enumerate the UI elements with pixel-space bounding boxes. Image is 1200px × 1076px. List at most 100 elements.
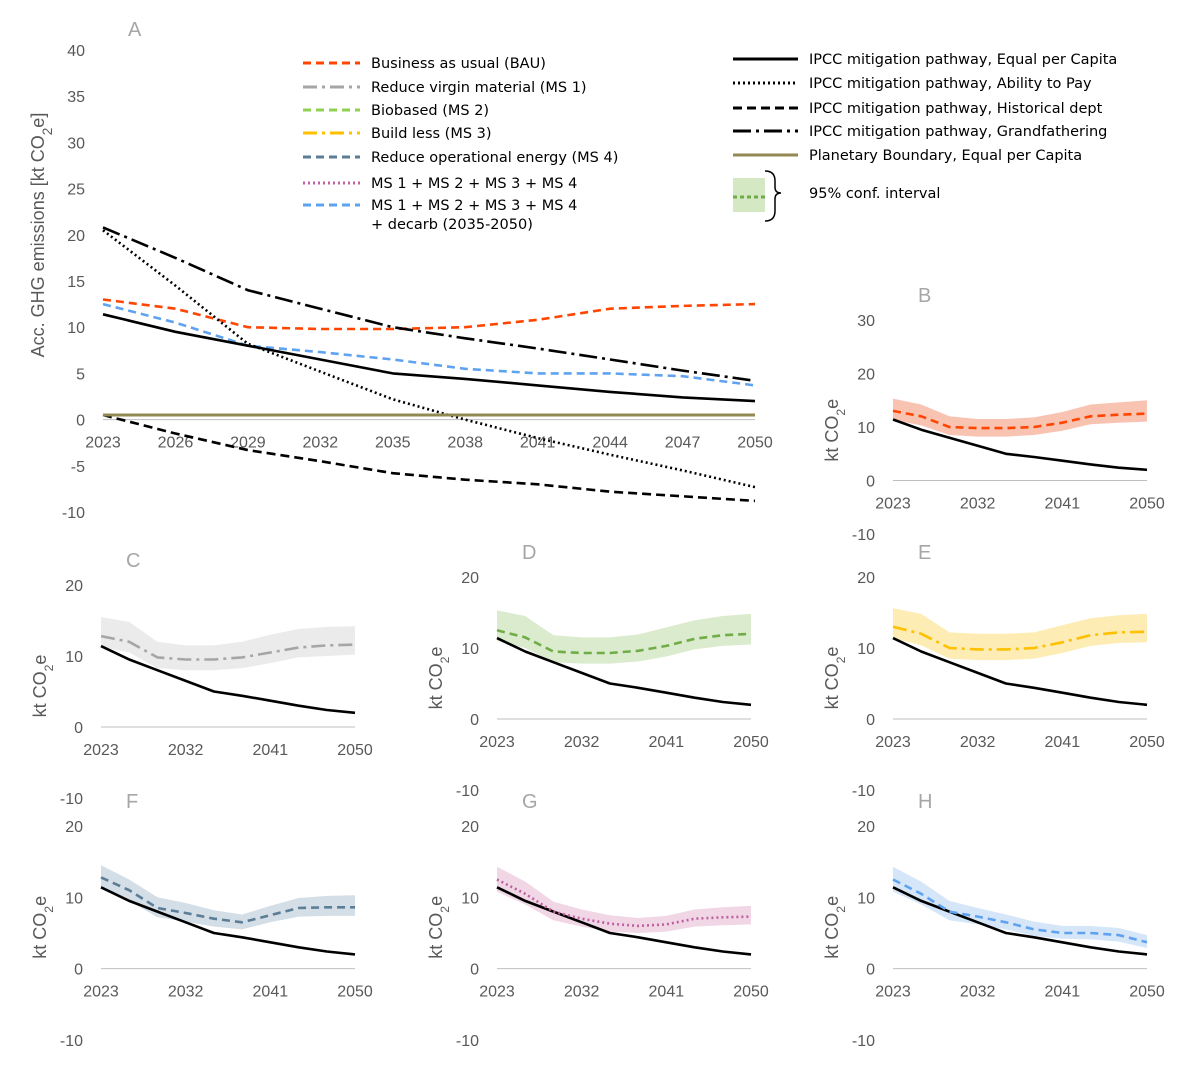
y-tick-label: -10: [852, 1033, 875, 1050]
legend-label-all: MS 1 + MS 2 + MS 3 + MS 4: [371, 176, 577, 192]
legend-label-decarb-line2: + decarb (2035-2050): [371, 217, 533, 233]
scenario-line: [100, 876, 355, 924]
x-tick-label: 2041: [1045, 984, 1081, 1001]
scenario-line: [892, 409, 1148, 430]
y-tick-label: 20: [65, 819, 83, 836]
x-tick-label: 2050: [337, 742, 373, 759]
panel-a: A 40 35 30 25 20 15 10 5 0 -5 -10 Acc. GHG emissions…: [28, 19, 1117, 522]
y-tick-label: 20: [461, 570, 479, 587]
panel-label-e: E: [918, 542, 931, 564]
x-tick-label: 2032: [564, 734, 600, 751]
y-tick-label: 10: [461, 641, 479, 658]
y-tick-label: 0: [866, 712, 875, 729]
panel-label-h: H: [918, 791, 932, 813]
y-tick-label: 10: [857, 420, 875, 437]
series-line-historical: [102, 413, 756, 503]
x-tick-label: 2023: [875, 984, 911, 1001]
x-tick-label: 2026: [158, 435, 194, 452]
panel-c: C 20 10 0 -10 kt CO2e 2023 2032 2041 2050: [30, 550, 373, 808]
x-tick-label: 2023: [85, 435, 121, 452]
legend-label-ms1: Reduce virgin material (MS 1): [371, 80, 587, 96]
x-tick-label: 2023: [479, 734, 515, 751]
x-tick-label: 2023: [875, 496, 911, 513]
y-tick-label: -10: [60, 1033, 83, 1050]
y-tick-label: 20: [65, 578, 83, 595]
y-tick-label: -10: [60, 791, 83, 808]
y-tick-label: 20: [67, 228, 85, 245]
y-axis-label: kt CO2e: [30, 896, 56, 959]
y-tick-label: 35: [67, 89, 85, 106]
y-tick-label: 40: [67, 43, 85, 60]
x-tick-label: 2041: [253, 984, 289, 1001]
scenario-line: [496, 878, 752, 928]
x-tick-label: 2023: [83, 742, 119, 759]
legend-label-grandfathering: IPCC mitigation pathway, Grandfathering: [809, 124, 1107, 140]
y-tick-label: 0: [74, 962, 83, 979]
scenario-line: [892, 878, 1148, 944]
panel-label-a: A: [128, 19, 142, 41]
y-tick-label: 10: [857, 890, 875, 907]
panel-f: F 20 10 0 -10 kt CO2e 2023 2032 2041 2050: [30, 791, 373, 1050]
y-tick-label: 25: [67, 182, 85, 199]
x-tick-label: 2050: [1129, 734, 1165, 751]
series-line-bau: [102, 298, 756, 331]
scenario-line: [100, 634, 356, 661]
y-axis-label: kt CO2e: [30, 655, 56, 718]
x-tick-label: 2023: [875, 734, 911, 751]
x-tick-label: 2038: [447, 435, 483, 452]
series-line-grandfathering: [102, 226, 756, 383]
panel-label-c: C: [126, 550, 140, 572]
x-tick-label: 2050: [337, 984, 373, 1001]
panel-label-d: D: [522, 542, 536, 564]
x-tick-label: 2032: [303, 435, 339, 452]
y-tick-label: 10: [857, 641, 875, 658]
y-tick-label: 10: [461, 890, 479, 907]
x-tick-label: 2032: [168, 742, 204, 759]
legend-label-bau: Business as usual (BAU): [371, 56, 546, 72]
legend-label-historical: IPCC mitigation pathway, Historical dept: [809, 101, 1103, 117]
panel-b: B 30 20 10 0 -10 kt CO2e 2023 2032 2041 2050: [822, 285, 1165, 544]
panel-label-f: F: [126, 791, 138, 813]
y-tick-label: 10: [67, 320, 85, 337]
y-axis-label: kt CO2e: [822, 647, 848, 710]
series-line-equal: [102, 313, 756, 403]
y-tick-label: 5: [76, 366, 85, 383]
reference-line: [892, 886, 1148, 956]
reference-line: [496, 636, 752, 707]
y-axis-label: kt CO2e: [822, 399, 848, 462]
legend-label-ms3: Build less (MS 3): [371, 126, 492, 142]
y-axis-label: kt CO2e: [426, 647, 452, 710]
reference-line: [892, 636, 1148, 707]
x-tick-label: 2050: [1129, 984, 1165, 1001]
x-tick-label: 2041: [649, 734, 685, 751]
y-tick-label: 0: [74, 720, 83, 737]
panel-e: E 20 10 0 -10 kt CO2e 2023 2032 2041 2050: [822, 542, 1165, 800]
y-axis-label: kt CO2e: [426, 896, 452, 959]
panel-h: H 20 10 0 -10 kt CO2e 2023 2032 2041 2050: [822, 791, 1165, 1050]
x-tick-label: 2050: [1129, 496, 1165, 513]
series-line-ability: [102, 229, 756, 489]
y-tick-label: 10: [65, 890, 83, 907]
x-tick-label: 2032: [168, 984, 204, 1001]
legend-label-ms2: Biobased (MS 2): [371, 103, 489, 119]
legend-label-ms4: Reduce operational energy (MS 4): [371, 150, 618, 166]
y-tick-label: 0: [866, 962, 875, 979]
y-tick-label: 30: [67, 135, 85, 152]
y-tick-label: 20: [857, 570, 875, 587]
x-tick-label: 2032: [960, 734, 996, 751]
x-tick-label: 2041: [253, 742, 289, 759]
legend-label-equal: IPCC mitigation pathway, Equal per Capit…: [809, 52, 1117, 68]
scenario-line: [892, 625, 1148, 651]
confidence-band: [893, 398, 1147, 437]
y-axis-label: Acc. GHG emissions [kt CO2e]: [28, 113, 55, 358]
legend-ci-swatch: [733, 178, 765, 212]
x-tick-label: 2032: [564, 984, 600, 1001]
legend-label-ability: IPCC mitigation pathway, Ability to Pay: [809, 76, 1092, 92]
legend-label-decarb: MS 1 + MS 2 + MS 3 + MS 4: [371, 198, 577, 214]
x-tick-label: 2032: [960, 496, 996, 513]
x-tick-label: 2047: [665, 435, 701, 452]
x-tick-label: 2050: [733, 734, 769, 751]
y-tick-label: 20: [461, 819, 479, 836]
y-tick-label: 20: [857, 367, 875, 384]
panel-label-b: B: [918, 285, 931, 307]
